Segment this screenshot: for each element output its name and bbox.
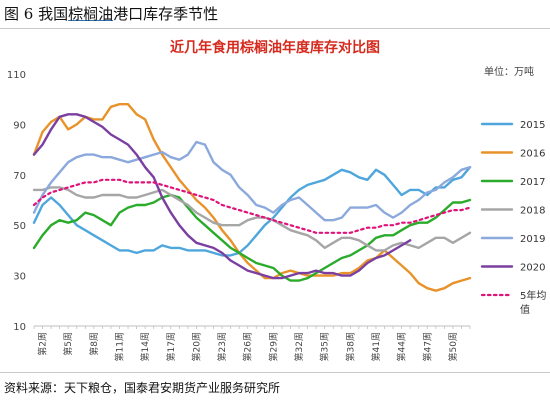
figure-caption: 图 6 我国棕榈油港口库存季节性 [4, 3, 218, 24]
x-tick-label: 第41周 [370, 332, 382, 361]
legend-label-continued: 值 [520, 303, 530, 316]
unit-label: 单位：万吨 [484, 67, 534, 78]
x-tick-label: 第44周 [396, 332, 408, 361]
x-tick-label: 第5周 [62, 332, 74, 356]
x-tick-label: 第8周 [88, 332, 100, 356]
x-tick-label: 第14周 [139, 332, 151, 361]
y-tick-label: 50 [13, 221, 26, 232]
legend-label: 2017 [520, 177, 545, 188]
legend-label: 2018 [520, 206, 545, 217]
x-tick-label: 第17周 [165, 332, 177, 361]
figure-caption-highlight: 棕榈油 [68, 5, 114, 23]
x-tick-label: 第32周 [293, 332, 305, 361]
line-chart: 1030507090110 第2周 第5周 第8周 第11周 第14周 第17周 第20周第… [7, 70, 546, 361]
series-line-2017 [32, 193, 472, 282]
source-note: 资料来源：天下粮仓，国泰君安期货产业服务研究所 [4, 381, 281, 395]
x-tick-label: 第38周 [344, 332, 356, 361]
x-tick-label: 第35周 [319, 332, 331, 361]
y-tick-label: 90 [13, 120, 26, 131]
x-tick-label: 第2周 [37, 332, 49, 356]
x-tick-label: 第47周 [421, 332, 433, 361]
figure-caption-suffix: 港口库存季节性 [113, 5, 219, 23]
x-tick-label: 第26周 [242, 332, 254, 361]
source-divider [0, 372, 550, 373]
series-line-avg [32, 178, 472, 234]
x-tick-label: 第11周 [113, 332, 125, 361]
legend-label: 2020 [520, 263, 545, 274]
series-line-2016 [32, 102, 472, 292]
y-tick-label: 30 [13, 272, 26, 283]
legend-label: 2015 [520, 120, 545, 131]
series-lines [32, 102, 472, 292]
x-tick-label: 第23周 [216, 332, 228, 361]
x-axis: 第2周 第5周 第8周 第11周 第14周 第17周 第20周 第23周 第26周 第29周 第32… [33, 325, 471, 361]
y-tick-label: 10 [13, 322, 26, 333]
y-tick-label: 110 [7, 70, 26, 81]
legend-label: 2019 [520, 234, 545, 245]
series-line-2018 [32, 186, 472, 252]
y-tick-label: 70 [13, 171, 26, 182]
series-line-2015 [32, 165, 472, 257]
figure-caption-prefix: 图 6 我国 [4, 5, 69, 23]
chart-title: 近几年食用棕榈油年度库存对比图 [170, 40, 380, 56]
x-tick-label: 第50周 [447, 332, 459, 361]
legend-label: 5年均 [520, 289, 546, 302]
x-tick-label: 第29周 [267, 332, 279, 361]
x-tick-label: 第20周 [190, 332, 202, 361]
caption-divider [0, 28, 550, 29]
series-line-2020 [32, 113, 412, 280]
legend-label: 2016 [520, 149, 545, 160]
series-line-2019 [32, 140, 472, 222]
y-axis-ticks: 10 30 50 70 90 110 [7, 70, 26, 333]
